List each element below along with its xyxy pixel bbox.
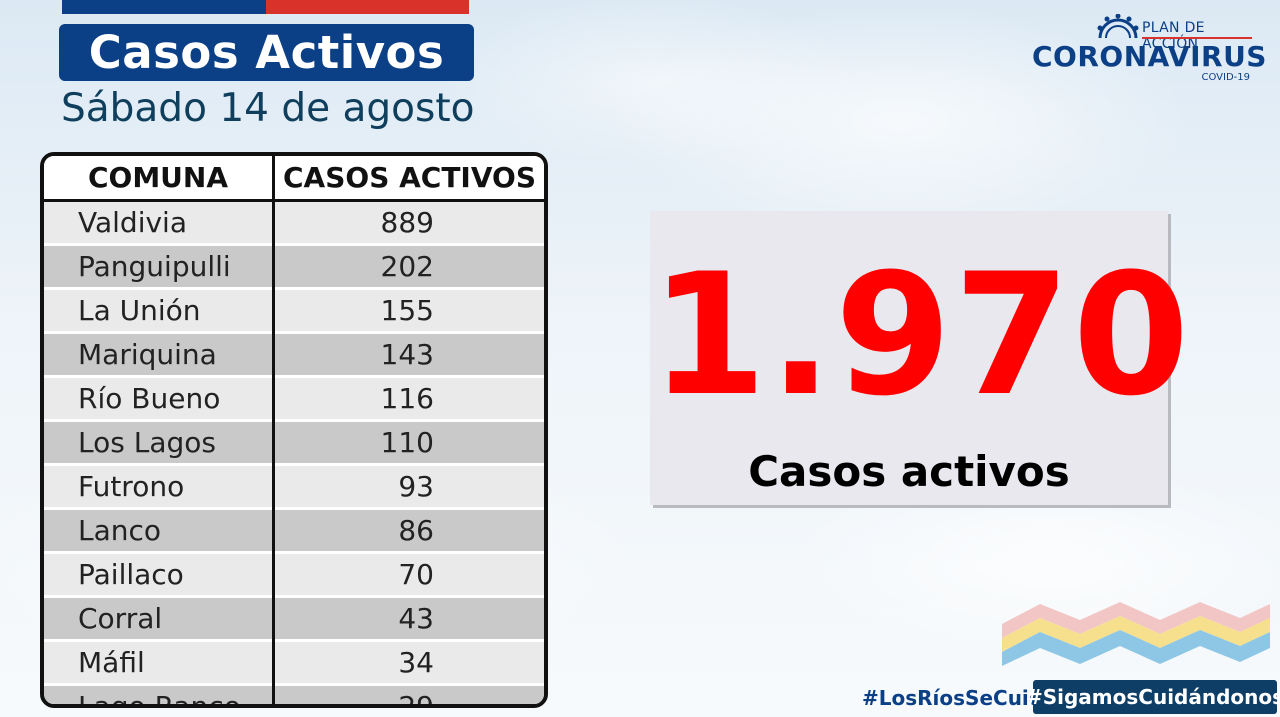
comuna-cell: Panguipulli xyxy=(44,243,275,289)
comuna-cell: Máfil xyxy=(44,639,275,685)
logo-plan-text: PLAN DE ACCIÓN xyxy=(1142,20,1205,52)
total-active-cases-box: 1.970 Casos activos xyxy=(650,211,1192,505)
decorative-waves-icon xyxy=(1002,602,1270,666)
comuna-cell: Futrono xyxy=(44,463,275,509)
casos-cell: 86 xyxy=(273,507,544,553)
comuna-cell: Paillaco xyxy=(44,551,275,597)
comuna-cell: Lanco xyxy=(44,507,275,553)
casos-cell: 116 xyxy=(273,375,544,421)
table-row: La Unión 155 xyxy=(44,287,544,333)
total-active-cases-label: Casos activos xyxy=(748,447,1070,496)
table-row: Futrono 93 xyxy=(44,463,544,509)
comuna-cell: Valdivia xyxy=(44,199,275,245)
active-cases-table: COMUNA CASOS ACTIVOS Valdivia 889 Pangui… xyxy=(40,152,548,708)
casos-cell: 202 xyxy=(273,243,544,289)
table-row: Corral 43 xyxy=(44,595,544,641)
page-subtitle-date: Sábado 14 de agosto xyxy=(61,86,475,131)
table-row: Lanco 86 xyxy=(44,507,544,553)
table-header-row: COMUNA CASOS ACTIVOS xyxy=(44,156,544,202)
logo-coronavirus-text: CORONAVIRUS xyxy=(1032,40,1267,73)
comuna-cell: La Unión xyxy=(44,287,275,333)
table-row: Valdivia 889 xyxy=(44,199,544,245)
comuna-cell: Corral xyxy=(44,595,275,641)
header-comuna: COMUNA xyxy=(44,156,275,202)
page-title: Casos Activos xyxy=(59,24,474,81)
comuna-cell: Mariquina xyxy=(44,331,275,377)
table-row: Los Lagos 110 xyxy=(44,419,544,465)
hashtag-sigamos-cuidandonos: #SigamosCuidándonos xyxy=(1026,680,1280,714)
flag-bar xyxy=(62,0,469,14)
casos-cell: 43 xyxy=(273,595,544,641)
table-row: Lago Ranco 29 xyxy=(44,683,544,704)
table-row: Paillaco 70 xyxy=(44,551,544,597)
comuna-cell: Lago Ranco xyxy=(44,683,275,704)
casos-cell: 155 xyxy=(273,287,544,333)
comuna-cell: Los Lagos xyxy=(44,419,275,465)
logo-covid-text: COVID-19 xyxy=(1201,72,1250,83)
casos-cell: 70 xyxy=(273,551,544,597)
header-casos-activos: CASOS ACTIVOS xyxy=(273,156,544,202)
table-row: Máfil 34 xyxy=(44,639,544,685)
logo-underline xyxy=(1142,37,1252,39)
table-row: Mariquina 143 xyxy=(44,331,544,377)
table-row: Panguipulli 202 xyxy=(44,243,544,289)
hashtag-los-rios-se-cuida: #LosRíosSeCuida xyxy=(862,686,1057,710)
casos-cell: 110 xyxy=(273,419,544,465)
table-row: Río Bueno 116 xyxy=(44,375,544,421)
virus-icon xyxy=(1097,14,1139,38)
comuna-cell: Río Bueno xyxy=(44,375,275,421)
casos-cell: 143 xyxy=(273,331,544,377)
casos-cell: 29 xyxy=(273,683,544,704)
casos-cell: 34 xyxy=(273,639,544,685)
coronavirus-plan-logo: PLAN DE ACCIÓN CORONAVIRUS COVID-19 xyxy=(1030,14,1266,84)
total-active-cases-value: 1.970 xyxy=(650,237,1192,433)
casos-cell: 93 xyxy=(273,463,544,509)
casos-cell: 889 xyxy=(273,199,544,245)
